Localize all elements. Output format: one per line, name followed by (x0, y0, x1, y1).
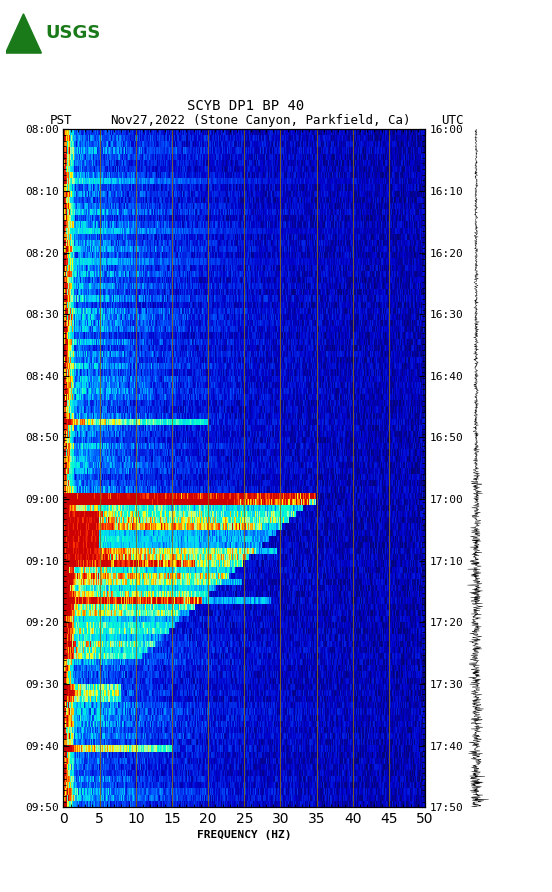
Text: USGS: USGS (45, 24, 100, 43)
Text: SCYB DP1 BP 40: SCYB DP1 BP 40 (187, 99, 304, 113)
Text: Nov27,2022: Nov27,2022 (110, 113, 185, 127)
Text: UTC: UTC (442, 113, 464, 127)
Text: (Stone Canyon, Parkfield, Ca): (Stone Canyon, Parkfield, Ca) (193, 113, 411, 127)
Text: PST: PST (50, 113, 72, 127)
X-axis label: FREQUENCY (HZ): FREQUENCY (HZ) (197, 830, 291, 840)
Polygon shape (6, 13, 41, 54)
